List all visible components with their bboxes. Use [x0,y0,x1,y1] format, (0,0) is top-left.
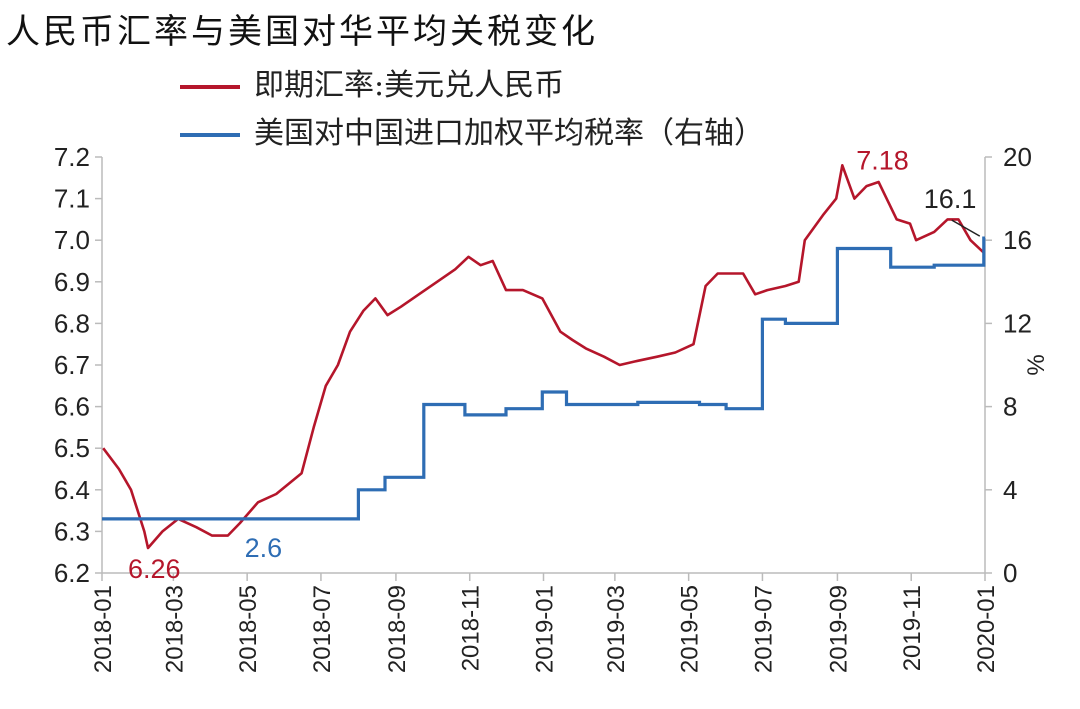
legend-label-fx: 即期汇率:美元兑人民币 [254,68,565,103]
y-right-tick-label: 0 [1003,558,1017,588]
y-left-tick-label: 6.2 [54,558,90,588]
y-left-tick-label: 6.5 [54,433,90,463]
y-right-tick-label: 8 [1003,392,1017,422]
legend-swatch-fx [180,85,240,89]
series-line-fx [102,164,985,550]
y-right-axis-label: % [1023,354,1050,375]
chart-title: 人民币汇率与美国对华平均关税变化 [6,12,598,52]
x-tick-label: 2018-11 [458,585,485,671]
y-right-tick-label: 16 [1003,225,1032,255]
x-tick-label: 2019-07 [750,585,777,673]
legend-item-tariff: 美国对中国进口加权平均税率（右轴） [180,108,764,152]
x-tick-label: 2018-07 [309,585,336,673]
annotations: 7.18 6.26 2.6 16.1 [128,145,981,584]
y-left-tick-label: 7.1 [54,184,90,214]
y-left-tick-label: 6.8 [54,308,90,338]
x-tick-label: 2018-09 [384,585,411,673]
x-tick-label: 2018-05 [235,585,262,673]
x-tick-label: 2020-01 [973,585,1000,673]
legend-item-fx: 即期汇率:美元兑人民币 [180,60,564,104]
legend-swatch-tariff [180,133,240,137]
annotation-max-fx: 7.18 [856,145,909,175]
x-tick-label: 2019-01 [532,585,559,673]
y-right-tick-label: 4 [1003,475,1017,505]
legend-label-tariff: 美国对中国进口加权平均税率（右轴） [254,116,764,151]
plot-area [102,164,986,550]
axes: 6.2 6.3 6.4 6.5 6.6 6.7 6.8 6.9 7.0 7.1 7.2 0 4 8 12 16… [54,142,1050,673]
y-left-tick-label: 6.9 [54,267,90,297]
y-left-tick-label: 7.2 [54,142,90,172]
x-tick-label: 2018-01 [90,585,117,673]
series-line-tariff [102,236,986,521]
y-left-tick-label: 6.4 [54,475,90,505]
annotation-end-tariff: 16.1 [924,184,977,214]
x-tick-label: 2018-03 [161,585,188,673]
y-left-tick-label: 6.7 [54,350,90,380]
y-right-tick-label: 12 [1003,308,1032,338]
annotation-leader-line [951,219,981,237]
annotation-start-tariff: 2.6 [245,533,283,563]
y-left-tick-label: 7.0 [54,225,90,255]
x-tick-label: 2019-05 [677,585,704,673]
x-tick-label: 2019-09 [825,585,852,673]
x-tick-label: 2019-11 [899,585,926,671]
y-left-tick-label: 6.6 [54,392,90,422]
y-right-tick-label: 20 [1003,142,1032,172]
x-tick-label: 2019-03 [603,585,630,673]
y-left-tick-label: 6.3 [54,516,90,546]
annotation-min-fx: 6.26 [128,554,181,584]
